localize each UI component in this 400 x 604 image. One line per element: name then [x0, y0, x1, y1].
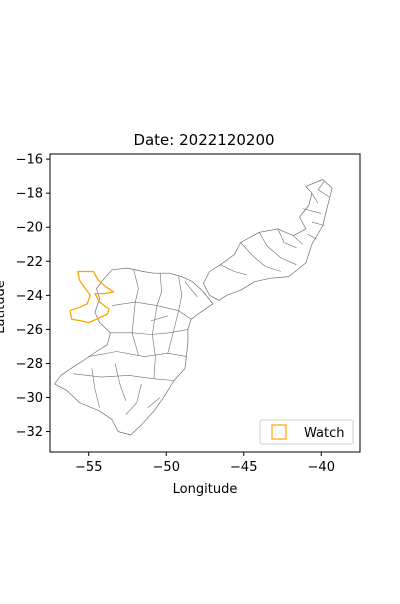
region-boundary — [125, 383, 142, 415]
region-southeast-outline — [203, 179, 333, 301]
y-axis-label: Latitude — [0, 280, 8, 334]
region-boundary — [111, 301, 192, 320]
x-tick-label: −55 — [75, 460, 102, 475]
y-tick-label: −22 — [16, 255, 43, 270]
region-boundary — [317, 181, 330, 197]
region-boundary — [114, 363, 127, 402]
region-boundary — [151, 273, 162, 379]
y-tick-label: −30 — [16, 391, 43, 406]
region-boundary — [184, 281, 198, 298]
legend-watch-swatch — [271, 424, 287, 440]
region-boundary — [307, 233, 317, 240]
region-boundary — [91, 368, 100, 408]
y-tick-label: −28 — [16, 357, 43, 372]
watch-area-outline — [69, 270, 115, 324]
region-boundary — [277, 228, 297, 248]
region-boundary — [311, 193, 319, 204]
x-tick-label: −50 — [153, 460, 180, 475]
region-boundary — [220, 264, 247, 276]
region-boundary — [311, 221, 325, 226]
region-boundary — [240, 242, 281, 272]
x-axis: −55 −50 −45 −40 — [75, 452, 335, 475]
y-tick-label: −24 — [16, 289, 43, 304]
region-boundary — [88, 351, 187, 357]
region-boundary — [131, 269, 139, 355]
x-tick-label: −40 — [308, 460, 335, 475]
y-tick-label: −16 — [16, 153, 43, 168]
region-south-outline — [54, 267, 214, 436]
y-axis: −16 −18 −20 −22 −24 −26 −28 −30 −32 — [16, 153, 50, 440]
legend-box — [259, 419, 354, 445]
y-tick-label: −26 — [16, 323, 43, 338]
y-tick-label: −20 — [16, 221, 43, 236]
chart-title: Date: 2022120200 — [133, 131, 274, 149]
x-axis-label: Longitude — [173, 482, 238, 497]
x-tick-label: −45 — [230, 460, 257, 475]
legend: Watch — [259, 419, 354, 445]
legend-watch-label: Watch — [304, 426, 344, 441]
y-tick-label: −32 — [16, 425, 43, 440]
y-tick-label: −18 — [16, 187, 43, 202]
region-boundary — [259, 232, 297, 265]
region-boundary — [302, 208, 322, 214]
axes-frame — [49, 153, 361, 453]
region-boundary — [150, 315, 168, 322]
region-boundary — [73, 373, 175, 381]
region-boundary — [110, 329, 188, 335]
region-boundary — [293, 235, 303, 245]
map-layer — [54, 179, 333, 436]
region-boundary — [147, 397, 161, 408]
region-boundary — [167, 276, 183, 354]
